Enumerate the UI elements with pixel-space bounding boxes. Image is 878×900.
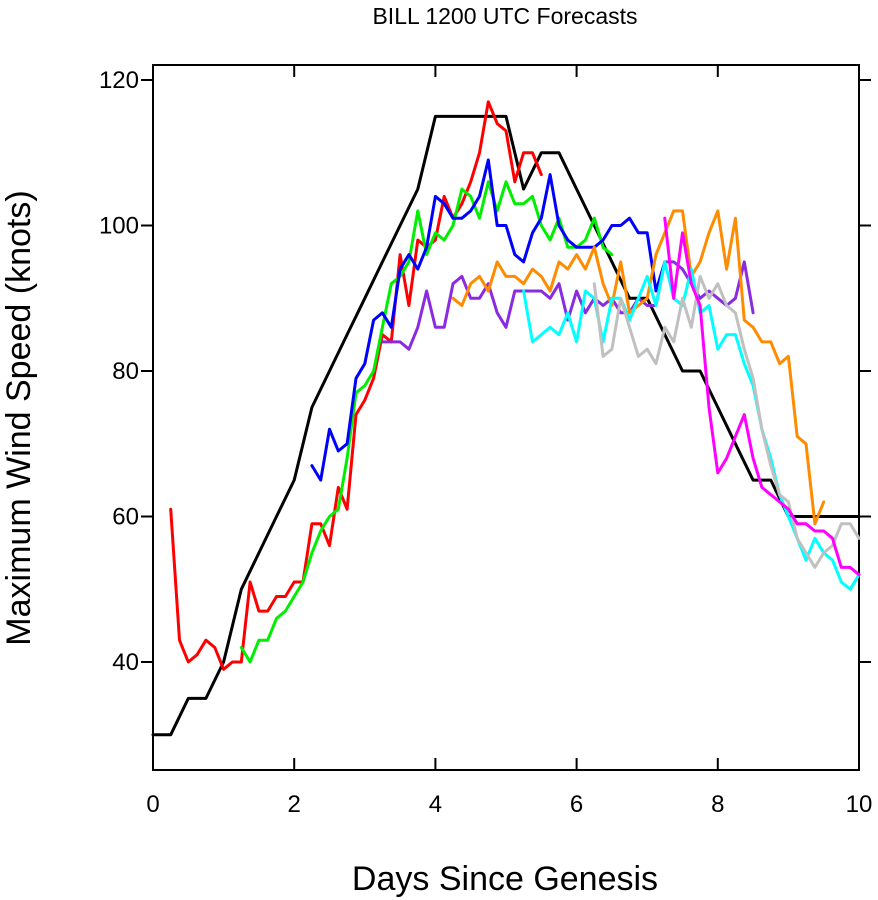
series-line-2	[169, 100, 543, 671]
series-line-4	[310, 158, 667, 482]
tick-labels: 0 2 4 6 8 10 40 60 80 100 120	[99, 67, 872, 818]
series-lines	[151, 100, 861, 737]
x-axis-title: Days Since Genesis	[352, 860, 658, 898]
y-axis-title: Maximum Wind Speed (knots)	[0, 190, 38, 645]
x-tick-label: 10	[846, 791, 873, 818]
x-tick-label: 4	[429, 791, 442, 818]
series-line-8	[592, 274, 861, 569]
y-tick-label: 80	[112, 358, 139, 385]
x-tick-label: 6	[570, 791, 583, 818]
y-tick-label: 120	[99, 67, 139, 94]
axis-ticks	[141, 65, 871, 770]
y-tick-label: 40	[112, 649, 139, 676]
series-line-3	[239, 180, 614, 664]
x-tick-label: 2	[288, 791, 301, 818]
series-line-7	[522, 260, 861, 591]
plot-frame	[152, 64, 860, 771]
series-line-1	[151, 114, 861, 737]
y-tick-label: 60	[112, 504, 139, 531]
x-tick-label: 8	[711, 791, 724, 818]
series-line-9	[663, 216, 861, 577]
series-line-6	[451, 209, 826, 526]
x-tick-label: 0	[146, 791, 159, 818]
chart-title: BILL 1200 UTC Forecasts	[372, 3, 637, 29]
y-tick-label: 100	[99, 213, 139, 240]
